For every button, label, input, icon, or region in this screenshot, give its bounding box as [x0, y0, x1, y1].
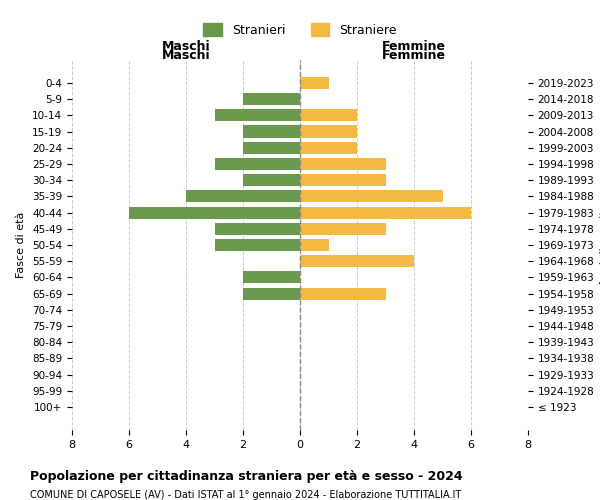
- Bar: [215, 239, 300, 251]
- Y-axis label: Fasce di età: Fasce di età: [16, 212, 26, 278]
- Bar: [243, 142, 300, 154]
- Text: Maschi: Maschi: [161, 49, 211, 62]
- Bar: [300, 109, 357, 122]
- Bar: [243, 288, 300, 300]
- Text: Maschi: Maschi: [161, 40, 211, 52]
- Bar: [186, 190, 300, 202]
- Bar: [243, 272, 300, 283]
- Bar: [215, 158, 300, 170]
- Bar: [300, 222, 386, 235]
- Bar: [129, 206, 300, 218]
- Text: Femmine: Femmine: [382, 40, 446, 52]
- Text: Popolazione per cittadinanza straniera per età e sesso - 2024: Popolazione per cittadinanza straniera p…: [30, 470, 463, 483]
- Bar: [243, 174, 300, 186]
- Bar: [300, 142, 357, 154]
- Bar: [300, 77, 329, 89]
- Bar: [215, 109, 300, 122]
- Bar: [243, 126, 300, 138]
- Bar: [243, 93, 300, 105]
- Bar: [300, 158, 386, 170]
- Bar: [300, 126, 357, 138]
- Bar: [300, 239, 329, 251]
- Legend: Stranieri, Straniere: Stranieri, Straniere: [198, 18, 402, 42]
- Bar: [300, 190, 443, 202]
- Text: COMUNE DI CAPOSELE (AV) - Dati ISTAT al 1° gennaio 2024 - Elaborazione TUTTITALI: COMUNE DI CAPOSELE (AV) - Dati ISTAT al …: [30, 490, 461, 500]
- Bar: [300, 288, 386, 300]
- Bar: [215, 222, 300, 235]
- Bar: [300, 174, 386, 186]
- Bar: [300, 206, 471, 218]
- Bar: [300, 255, 414, 268]
- Text: Femmine: Femmine: [382, 49, 446, 62]
